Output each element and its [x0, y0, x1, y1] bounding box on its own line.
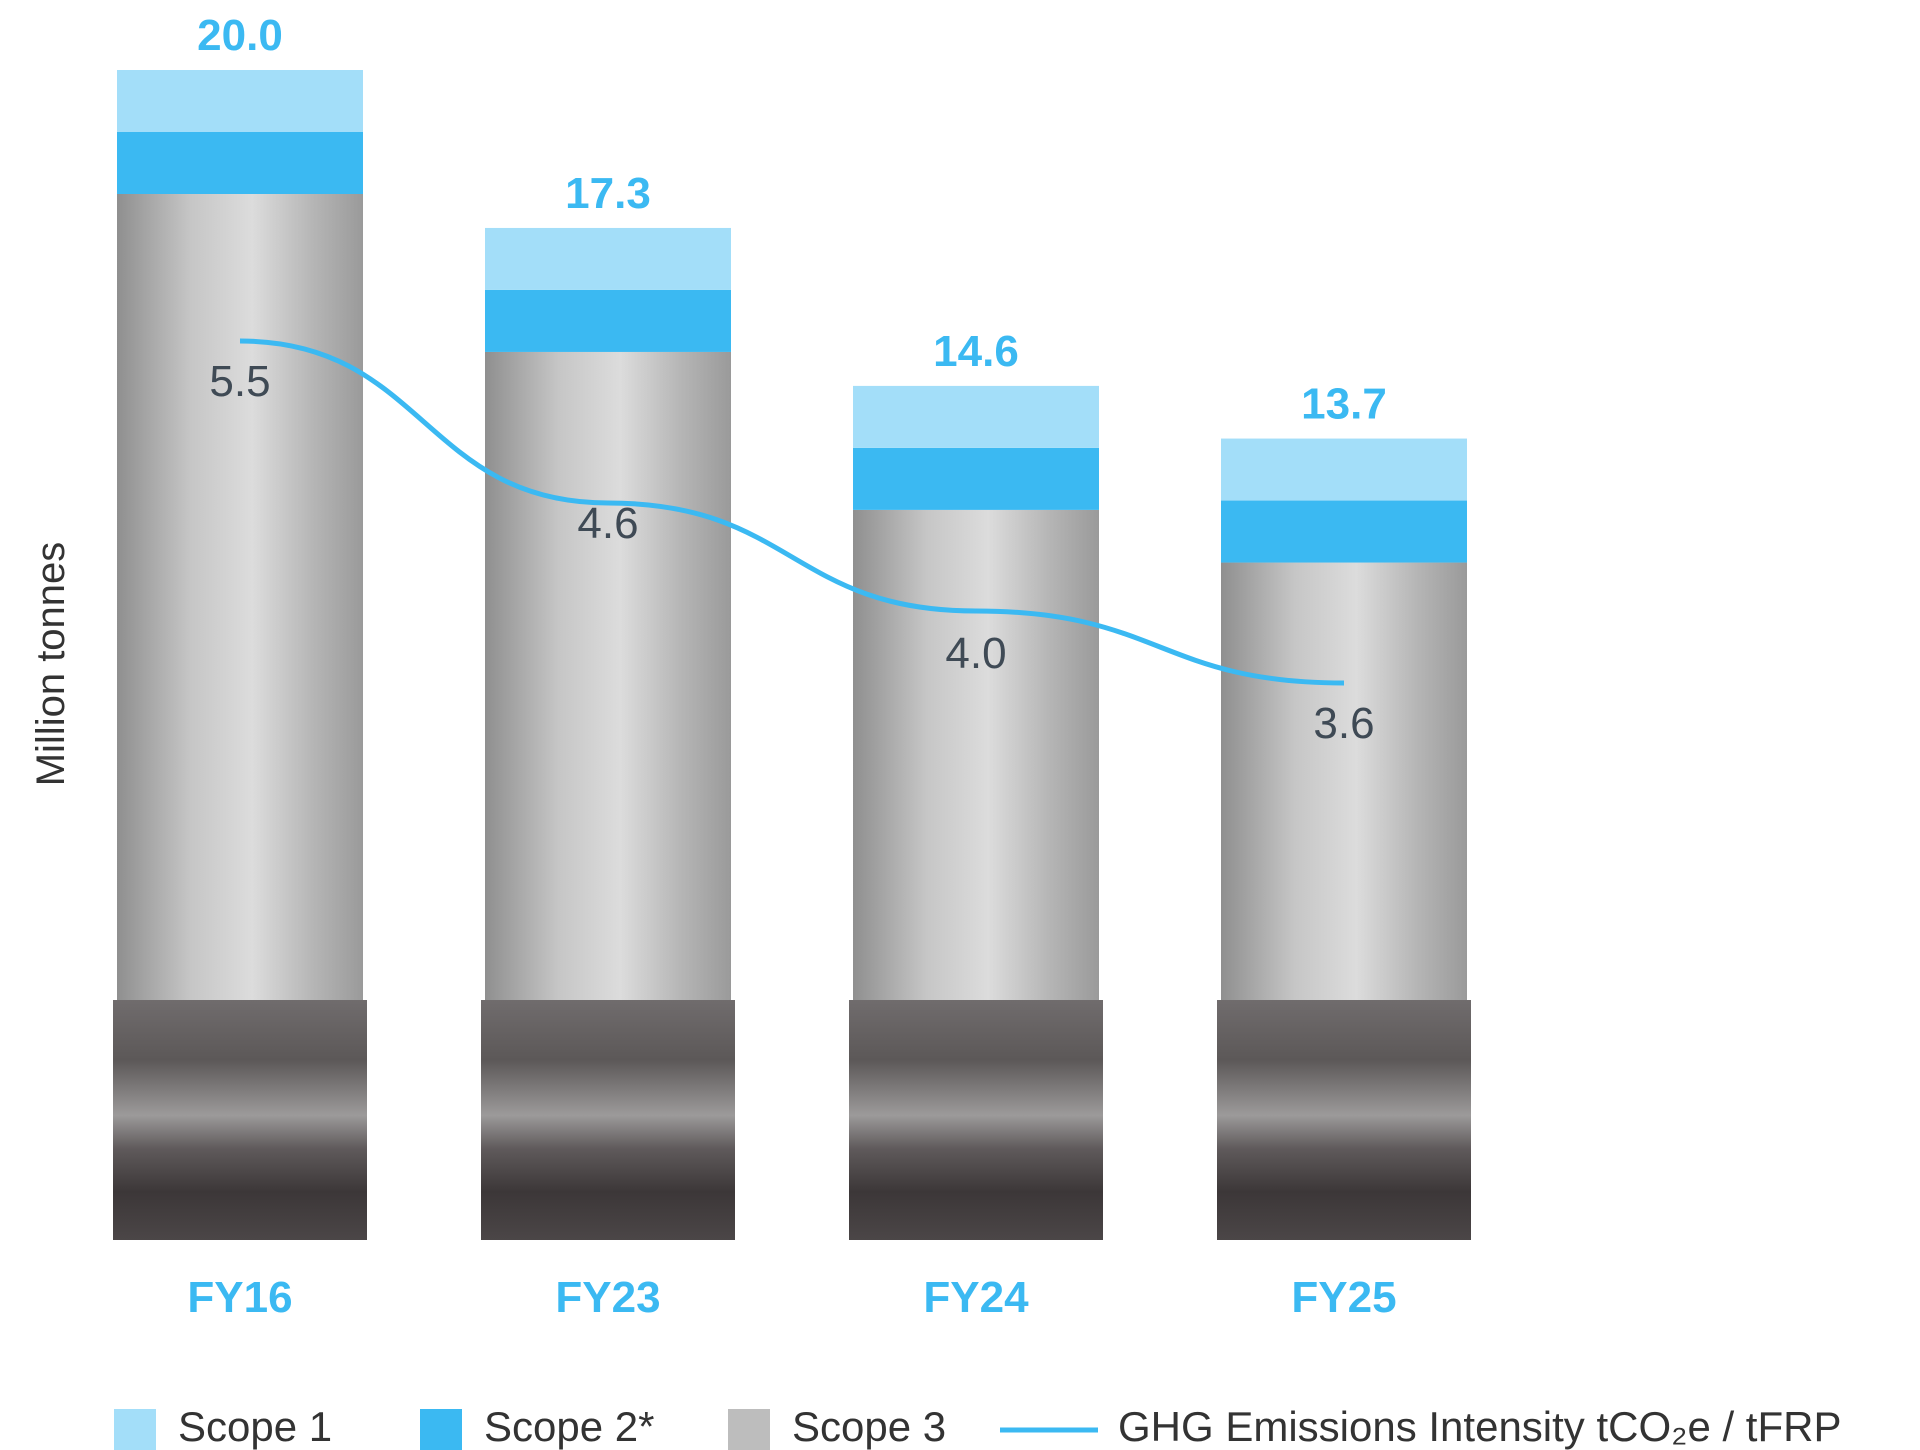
y-axis-label: Million tonnes — [29, 542, 73, 787]
legend-label: GHG Emissions Intensity tCO₂e / tFRP — [1118, 1403, 1841, 1450]
legend-item: Scope 1 — [114, 1403, 332, 1450]
bar-base — [113, 1000, 367, 1240]
legend-label: Scope 1 — [178, 1403, 332, 1450]
bar-base — [481, 1000, 735, 1240]
category-label: FY23 — [555, 1273, 660, 1322]
bar-group-fy23 — [481, 227, 735, 1240]
intensity-data-label: 4.6 — [577, 499, 638, 548]
bar-total-label: 20.0 — [197, 11, 283, 60]
bar-scope1 — [485, 227, 731, 290]
bar-scope3 — [853, 509, 1099, 1000]
legend-label: Scope 2* — [484, 1403, 654, 1450]
bar-group-fy16 — [113, 70, 367, 1240]
bar-group-fy25 — [1217, 438, 1471, 1240]
bar-scope3 — [1221, 562, 1467, 1000]
bar-total-label: 14.6 — [933, 327, 1019, 376]
bar-group-fy24 — [849, 385, 1103, 1240]
legend-item: Scope 2* — [420, 1403, 654, 1450]
legend-swatch — [728, 1409, 770, 1450]
bar-total-label: 17.3 — [565, 169, 651, 218]
bar-scope2 — [1221, 500, 1467, 563]
bar-scope1 — [117, 70, 363, 132]
labels-layer: 20.0 FY16 17.3 FY23 14.6 FY24 13.7 FY25 5.5 4.6 4.… — [187, 11, 1396, 1322]
bars-layer — [113, 70, 1471, 1240]
bar-base — [849, 1000, 1103, 1240]
legend-item: GHG Emissions Intensity tCO₂e / tFRP — [1000, 1403, 1841, 1450]
bar-scope1 — [853, 385, 1099, 448]
intensity-data-label: 4.0 — [945, 629, 1006, 678]
intensity-line-layer — [239, 338, 1345, 686]
bar-total-label: 13.7 — [1301, 380, 1387, 429]
bar-scope2 — [117, 132, 363, 194]
legend-item: Scope 3 — [728, 1403, 946, 1450]
category-label: FY24 — [923, 1273, 1029, 1322]
intensity-line — [239, 338, 1345, 686]
bar-base — [1217, 1000, 1471, 1240]
legend-swatch — [420, 1409, 462, 1450]
legend-label: Scope 3 — [792, 1403, 946, 1450]
bar-scope2 — [853, 447, 1099, 510]
intensity-data-label: 5.5 — [209, 357, 270, 406]
bar-scope3 — [485, 351, 731, 1000]
legend-swatch — [114, 1409, 156, 1450]
bar-scope2 — [485, 289, 731, 352]
category-label: FY16 — [187, 1273, 292, 1322]
category-label: FY25 — [1291, 1273, 1396, 1322]
intensity-data-label: 3.6 — [1313, 699, 1374, 748]
legend: Scope 1 Scope 2* Scope 3 GHG Emissions Inte… — [114, 1403, 1841, 1450]
bar-scope1 — [1221, 438, 1467, 501]
bar-scope3 — [117, 194, 363, 1000]
